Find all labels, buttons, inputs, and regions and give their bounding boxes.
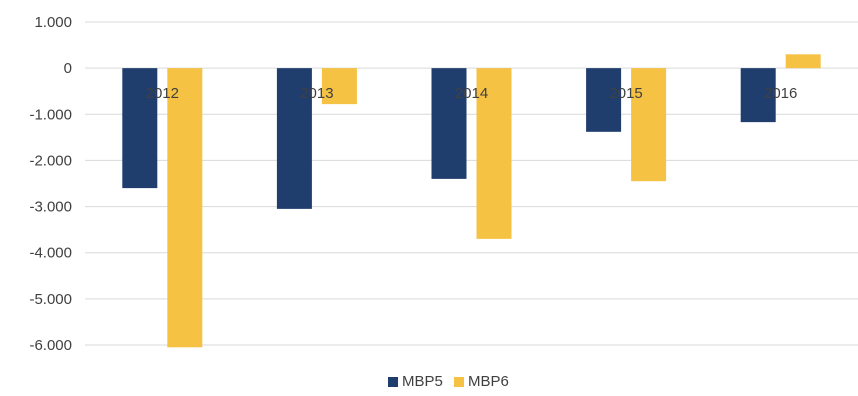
bar-mbp5-2015 <box>586 68 622 132</box>
y-tick-label: -3.000 <box>29 199 72 216</box>
y-tick-label: -6.000 <box>29 337 72 354</box>
bar-mbp6-2013 <box>321 68 357 105</box>
y-tick-label: -4.000 <box>29 245 72 262</box>
legend: MBP5 MBP6 <box>388 373 509 390</box>
bar-mbp5-2012 <box>122 68 158 189</box>
bar-mbp6-2016 <box>785 54 821 69</box>
legend-label: MBP5 <box>402 373 443 390</box>
category-label: 2014 <box>455 85 488 102</box>
bar-mbp6-2015 <box>631 68 667 182</box>
legend-swatch <box>454 377 464 387</box>
bars <box>122 54 821 348</box>
bar-mbp5-2014 <box>431 68 467 179</box>
legend-label: MBP6 <box>468 373 509 390</box>
category-label: 2016 <box>764 85 797 102</box>
y-tick-label: 1.000 <box>34 14 72 31</box>
bar-mbp5-2016 <box>740 68 776 123</box>
y-tick-label: -1.000 <box>29 106 72 123</box>
y-tick-label: 0 <box>64 60 72 77</box>
y-tick-label: -5.000 <box>29 291 72 308</box>
category-label: 2013 <box>300 85 333 102</box>
category-label: 2015 <box>609 85 642 102</box>
bar-mbp5-2013 <box>276 68 312 209</box>
y-axis-ticks: 1.000 0 -1.000 -2.000 -3.000 -4.000 -5.000 -6.0… <box>29 14 72 354</box>
bar-mbp6-2014 <box>476 68 512 239</box>
category-label: 2012 <box>146 85 179 102</box>
gridlines <box>85 21 858 346</box>
bar-mbp6-2012 <box>167 68 203 348</box>
category-labels: 2012 2013 2014 2015 2016 <box>146 85 798 102</box>
legend-swatch <box>388 377 398 387</box>
y-tick-label: -2.000 <box>29 152 72 169</box>
